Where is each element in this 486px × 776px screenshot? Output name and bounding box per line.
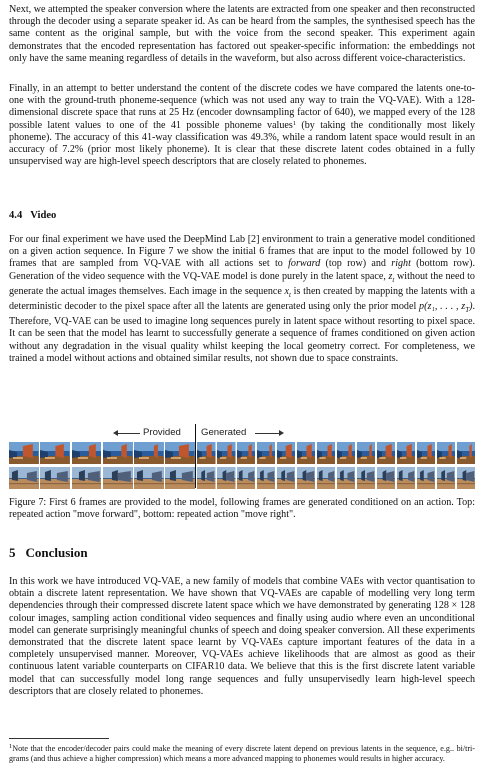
frame-forward-20 [456, 442, 475, 464]
footnote-rule [9, 738, 109, 739]
frame-right-19 [436, 467, 456, 489]
math-xt: xt [284, 285, 291, 299]
frame-forward-10 [256, 442, 276, 464]
video-text-5: is then created by mapping the latents w… [9, 285, 475, 313]
frame-right-13 [316, 467, 336, 489]
conclusion-text-b: colour images, sampling action condition… [9, 612, 475, 697]
frames-row-move-right [9, 467, 475, 489]
video-text-2: (top row) and [320, 258, 392, 270]
frame-forward-18 [416, 442, 436, 464]
frame-right-15 [356, 467, 376, 489]
frame-forward-7 [197, 442, 216, 464]
provided-arrow-shaft [118, 433, 140, 434]
figure-7-caption: Figure 7: First 6 frames are provided to… [9, 497, 475, 521]
footnote-number: 1 [9, 743, 13, 750]
frame-forward-15 [356, 442, 376, 464]
math-image-size: 128 × 128 [433, 600, 475, 612]
footnote: 1Note that the encoder/decoder pairs cou… [9, 743, 475, 764]
video-text-4: without the need to generate the actual … [9, 270, 475, 297]
paragraph-video: For our final experiment we have used th… [9, 234, 475, 365]
frames-row-move-forward [9, 442, 475, 464]
frame-right-8 [217, 467, 236, 489]
frame-right-1 [9, 467, 39, 489]
frame-right-18 [416, 467, 436, 489]
frame-right-14 [336, 467, 356, 489]
frame-forward-11 [276, 442, 296, 464]
provided-arrow-head [113, 430, 118, 436]
video-text-6: . Therefore, VQ-VAE can be used to imagi… [9, 301, 475, 364]
conclusion-title: Conclusion [25, 545, 88, 560]
paragraph-conclusion: In this work we have introduced VQ-VAE, … [9, 576, 475, 698]
frame-forward-9 [236, 442, 256, 464]
video-text-3: (bottom row). Generation of the video se… [9, 258, 475, 282]
conclusion-text-a: In this work we have introduced VQ-VAE, … [9, 576, 475, 612]
video-section-heading: 4.4 Video [9, 210, 56, 221]
phoneme-text-a: Finally, in an attempt to better underst… [9, 83, 475, 131]
figure-label-generated: Generated [201, 427, 247, 438]
frame-forward-8 [217, 442, 236, 464]
conclusion-heading: 5 Conclusion [9, 545, 88, 561]
frame-forward-12 [296, 442, 316, 464]
frame-right-6 [165, 467, 196, 489]
frame-forward-2 [40, 442, 71, 464]
frame-right-11 [276, 467, 296, 489]
footnote-marker: 1 [292, 119, 297, 127]
frame-forward-3 [71, 442, 102, 464]
frame-right-12 [296, 467, 316, 489]
frame-forward-19 [436, 442, 456, 464]
frame-right-16 [376, 467, 396, 489]
figure-7: Provided Generated [9, 424, 475, 490]
generated-arrow-shaft [255, 433, 279, 434]
frame-right-20 [456, 467, 475, 489]
frame-right-17 [396, 467, 416, 489]
frame-forward-6 [165, 442, 196, 464]
paragraph-phoneme-analysis: Finally, in an attempt to better underst… [9, 83, 475, 168]
frame-forward-5 [134, 442, 164, 464]
video-section-number: 4.4 [9, 210, 23, 221]
frame-right-10 [256, 467, 276, 489]
figure-divider [195, 424, 197, 488]
frame-forward-13 [316, 442, 336, 464]
frame-right-9 [236, 467, 256, 489]
frame-right-5 [134, 467, 164, 489]
frame-forward-4 [102, 442, 133, 464]
math-zt: zt [388, 270, 395, 284]
generated-arrow-head [279, 430, 284, 436]
phoneme-text-b: (by taking the conditionally most likely… [9, 119, 475, 168]
conclusion-number: 5 [9, 545, 16, 560]
frame-forward-14 [336, 442, 356, 464]
frame-forward-17 [396, 442, 416, 464]
paragraph-speaker-conversion: Next, we attempted the speaker conversio… [9, 4, 475, 64]
footnote-text: Note that the encoder/decoder pairs coul… [9, 744, 475, 763]
frame-right-2 [40, 467, 71, 489]
video-forward-term: forward [288, 258, 321, 270]
frame-right-3 [71, 467, 102, 489]
video-right-term: right [391, 258, 411, 270]
frame-forward-1 [9, 442, 39, 464]
figure-label-provided: Provided [143, 427, 181, 438]
frame-right-4 [102, 467, 133, 489]
video-text-1: For our final experiment we have used th… [9, 234, 475, 270]
frame-right-7 [197, 467, 216, 489]
frame-forward-16 [376, 442, 396, 464]
video-section-title: Video [30, 210, 57, 221]
math-prior: p(z₁, . . . , zT) [419, 301, 473, 315]
